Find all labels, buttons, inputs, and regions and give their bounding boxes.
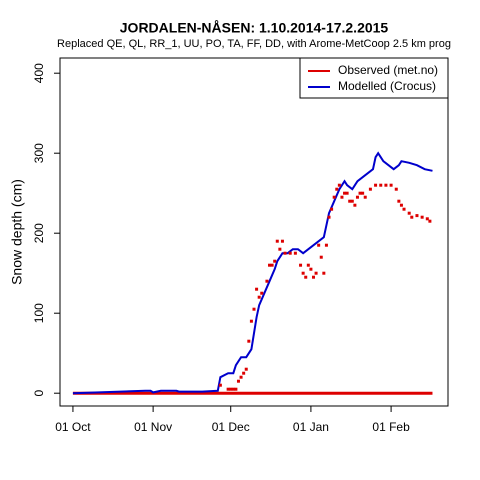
y-axis-label: Snow depth (cm) — [9, 179, 25, 285]
plot-frame — [59, 57, 449, 407]
x-tick-label: 01 Jan — [293, 420, 329, 434]
observed-point — [319, 255, 323, 259]
observed-point — [311, 275, 315, 279]
observed-point — [355, 195, 359, 199]
observed-point — [324, 243, 328, 247]
modelled-line — [72, 151, 433, 395]
y-tick-label: 0 — [32, 390, 46, 397]
observed-point — [244, 367, 248, 371]
x-tick-label: 01 Feb — [372, 420, 410, 434]
chart-title: JORDALEN-NÅSEN: 1.10.2014-17.2.2015 — [120, 20, 389, 36]
observed-point — [247, 339, 251, 343]
observed-point — [345, 191, 349, 195]
observed-point — [257, 295, 261, 299]
observed-point — [236, 379, 240, 383]
observed-point — [229, 387, 233, 391]
legend-box — [299, 57, 449, 99]
observed-point — [293, 251, 297, 255]
chart-subtitle: Replaced QE, QL, RR_1, UU, PO, TA, FF, D… — [57, 38, 451, 50]
observed-point — [330, 207, 334, 211]
observed-point — [242, 371, 246, 375]
observed-point — [288, 251, 292, 255]
observed-point — [394, 187, 398, 191]
observed-point — [397, 199, 401, 203]
observed-point — [407, 211, 411, 215]
observed-point — [350, 199, 354, 203]
observed-point — [327, 215, 331, 219]
observed-point — [340, 195, 344, 199]
observed-point — [249, 319, 253, 323]
observed-point — [368, 187, 372, 191]
y-tick-label: 400 — [32, 63, 46, 83]
observed-point — [389, 183, 393, 187]
legend-label: Observed (met.no) — [338, 63, 438, 77]
legend-label: Modelled (Crocus) — [338, 79, 436, 93]
observed-point — [260, 291, 264, 295]
x-tick-label: 01 Oct — [55, 420, 91, 434]
observed-point — [317, 243, 321, 247]
observed-point — [301, 271, 305, 275]
observed-point — [299, 263, 303, 267]
y-tick-label: 300 — [32, 143, 46, 163]
observed-point — [273, 259, 277, 263]
x-tick-label: 01 Nov — [134, 420, 172, 434]
observed-point — [309, 267, 313, 271]
observed-point — [379, 183, 383, 187]
observed-point — [280, 239, 284, 243]
observed-point — [402, 207, 406, 211]
observed-point — [226, 387, 230, 391]
observed-point — [268, 263, 272, 267]
observed-point — [353, 203, 357, 207]
observed-point — [270, 263, 274, 267]
x-tick-label: 01 Dec — [212, 420, 250, 434]
observed-point — [425, 217, 429, 221]
observed-point — [255, 287, 259, 291]
observed-point — [361, 191, 365, 195]
observed-point — [322, 271, 326, 275]
observed-point — [410, 215, 414, 219]
observed-point — [384, 183, 388, 187]
observed-point — [275, 239, 279, 243]
y-tick-label: 200 — [32, 223, 46, 243]
observed-point — [399, 203, 403, 207]
observed-point — [374, 183, 378, 187]
observed-point — [428, 219, 432, 223]
observed-point — [234, 387, 238, 391]
observed-point — [252, 307, 256, 311]
observed-point — [218, 383, 222, 387]
observed-point — [231, 387, 235, 391]
observed-point — [337, 183, 341, 187]
observed-point — [348, 199, 352, 203]
observed-point — [420, 215, 424, 219]
observed-point — [304, 275, 308, 279]
observed-point — [283, 251, 287, 255]
observed-point — [265, 279, 269, 283]
y-tick-label: 100 — [32, 303, 46, 323]
observed-point — [332, 195, 336, 199]
observed-point — [278, 247, 282, 251]
observed-point — [335, 187, 339, 191]
observed-point — [314, 271, 318, 275]
observed-point — [343, 191, 347, 195]
observed-point — [363, 195, 367, 199]
observed-point — [306, 263, 310, 267]
observed-point — [239, 375, 243, 379]
observed-point — [415, 214, 419, 218]
observed-point — [358, 191, 362, 195]
